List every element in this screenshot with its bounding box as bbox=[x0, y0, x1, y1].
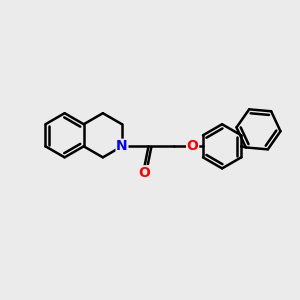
Text: O: O bbox=[138, 166, 150, 180]
Text: N: N bbox=[116, 139, 128, 153]
Text: O: O bbox=[187, 139, 199, 153]
